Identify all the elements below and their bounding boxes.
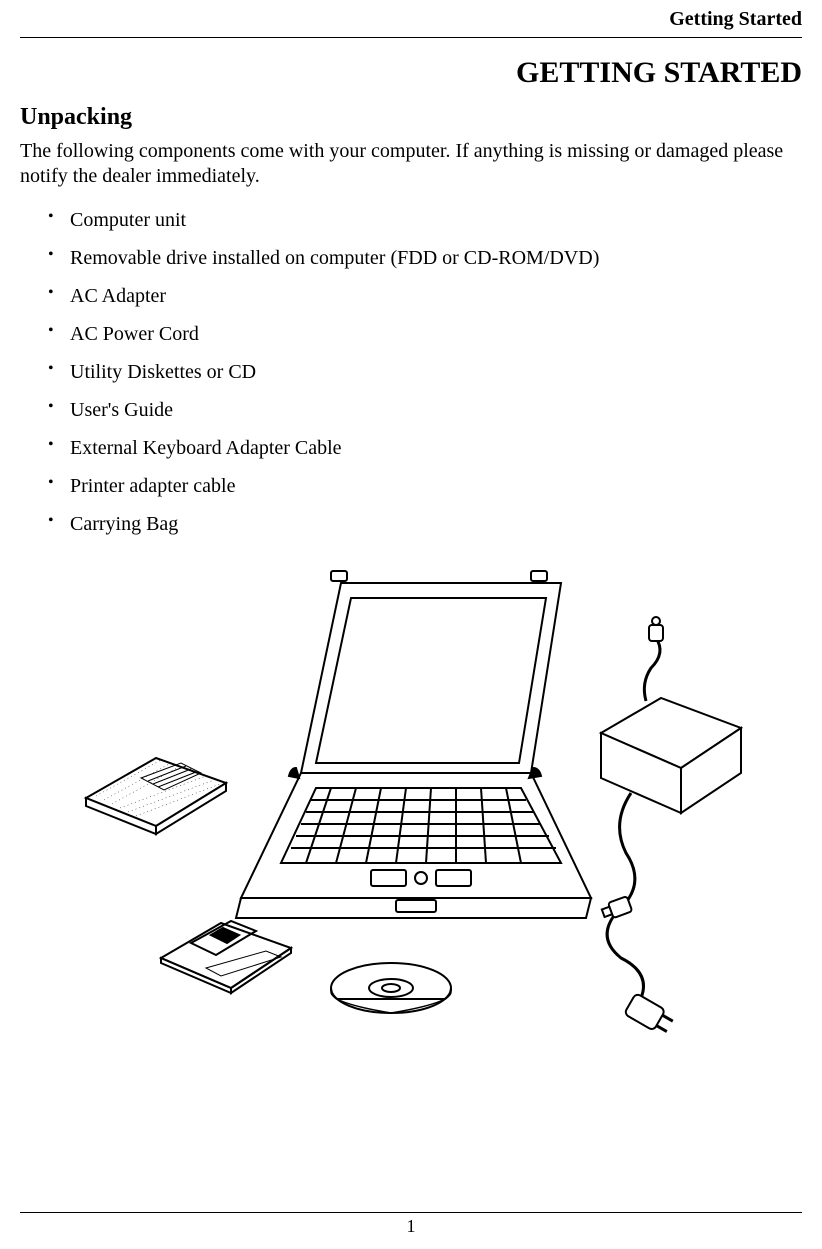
page-number: 1 [0,1216,822,1237]
list-item: AC Adapter [48,277,802,315]
list-item: Computer unit [48,201,802,239]
footer-divider [20,1212,802,1213]
list-item: Carrying Bag [48,505,802,543]
components-drawing-icon [51,553,771,1033]
list-item: AC Power Cord [48,315,802,353]
list-item: User's Guide [48,391,802,429]
list-item: Printer adapter cable [48,467,802,505]
header-divider [20,37,802,38]
page-title: GETTING STARTED [20,56,802,90]
list-item: Removable drive installed on computer (F… [48,239,802,277]
section-heading: Unpacking [20,104,802,131]
list-item: External Keyboard Adapter Cable [48,429,802,467]
intro-paragraph: The following components come with your … [20,139,802,189]
list-item: Utility Diskettes or CD [48,353,802,391]
component-list: Computer unit Removable drive installed … [20,201,802,543]
product-illustration [20,553,802,1033]
running-header: Getting Started [20,0,802,37]
